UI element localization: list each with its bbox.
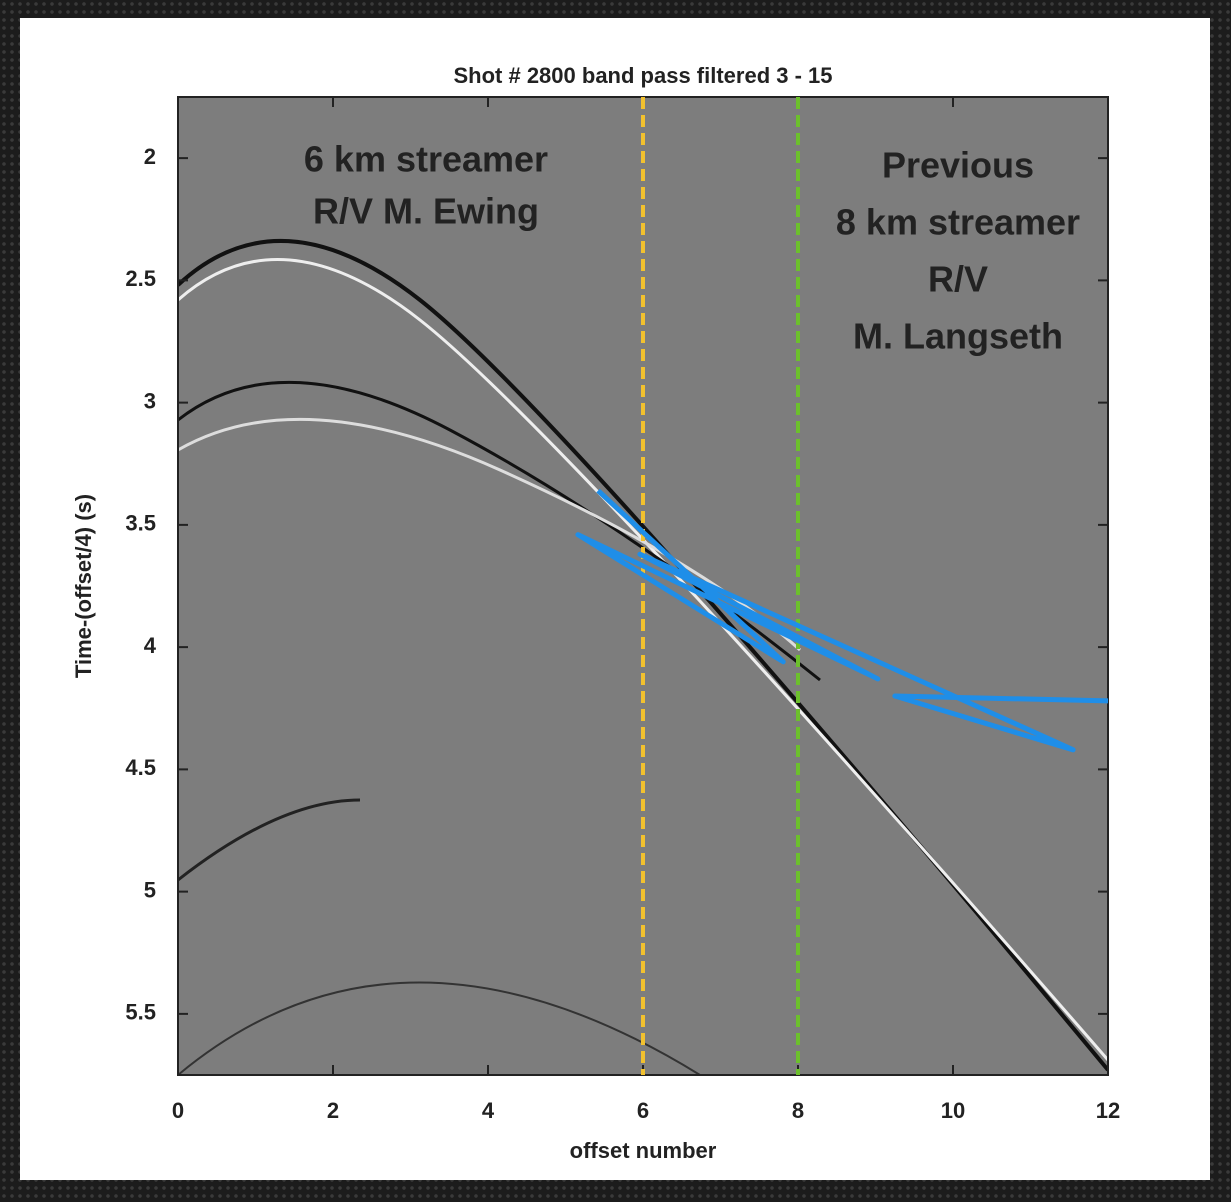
y-tick-label: 2.5 (125, 266, 156, 291)
annotation: 6 km streamer (304, 139, 548, 180)
annotation: M. Langseth (853, 316, 1063, 357)
annotation: R/V (928, 259, 988, 300)
x-tick-label: 10 (941, 1098, 965, 1123)
y-tick-label: 5.5 (125, 1000, 156, 1025)
x-tick-label: 8 (792, 1098, 804, 1123)
annotation: R/V M. Ewing (313, 191, 539, 232)
annotation: 8 km streamer (836, 202, 1080, 243)
annotation: Previous (882, 145, 1034, 186)
y-tick-label: 3.5 (125, 511, 156, 536)
y-tick-label: 2 (144, 144, 156, 169)
y-tick-label: 4.5 (125, 755, 156, 780)
x-tick-label: 6 (637, 1098, 649, 1123)
x-tick-label: 2 (327, 1098, 339, 1123)
y-tick-label: 4 (144, 633, 157, 658)
chart-title: Shot # 2800 band pass filtered 3 - 15 (453, 63, 832, 88)
y-tick-label: 5 (144, 877, 156, 902)
y-axis-title: Time-(offset/4) (s) (71, 494, 96, 678)
x-tick-label: 12 (1096, 1098, 1120, 1123)
x-axis-title: offset number (570, 1138, 717, 1163)
y-tick-label: 3 (144, 388, 156, 413)
x-tick-label: 0 (172, 1098, 184, 1123)
x-tick-label: 4 (482, 1098, 495, 1123)
data-line (575, 488, 1109, 753)
